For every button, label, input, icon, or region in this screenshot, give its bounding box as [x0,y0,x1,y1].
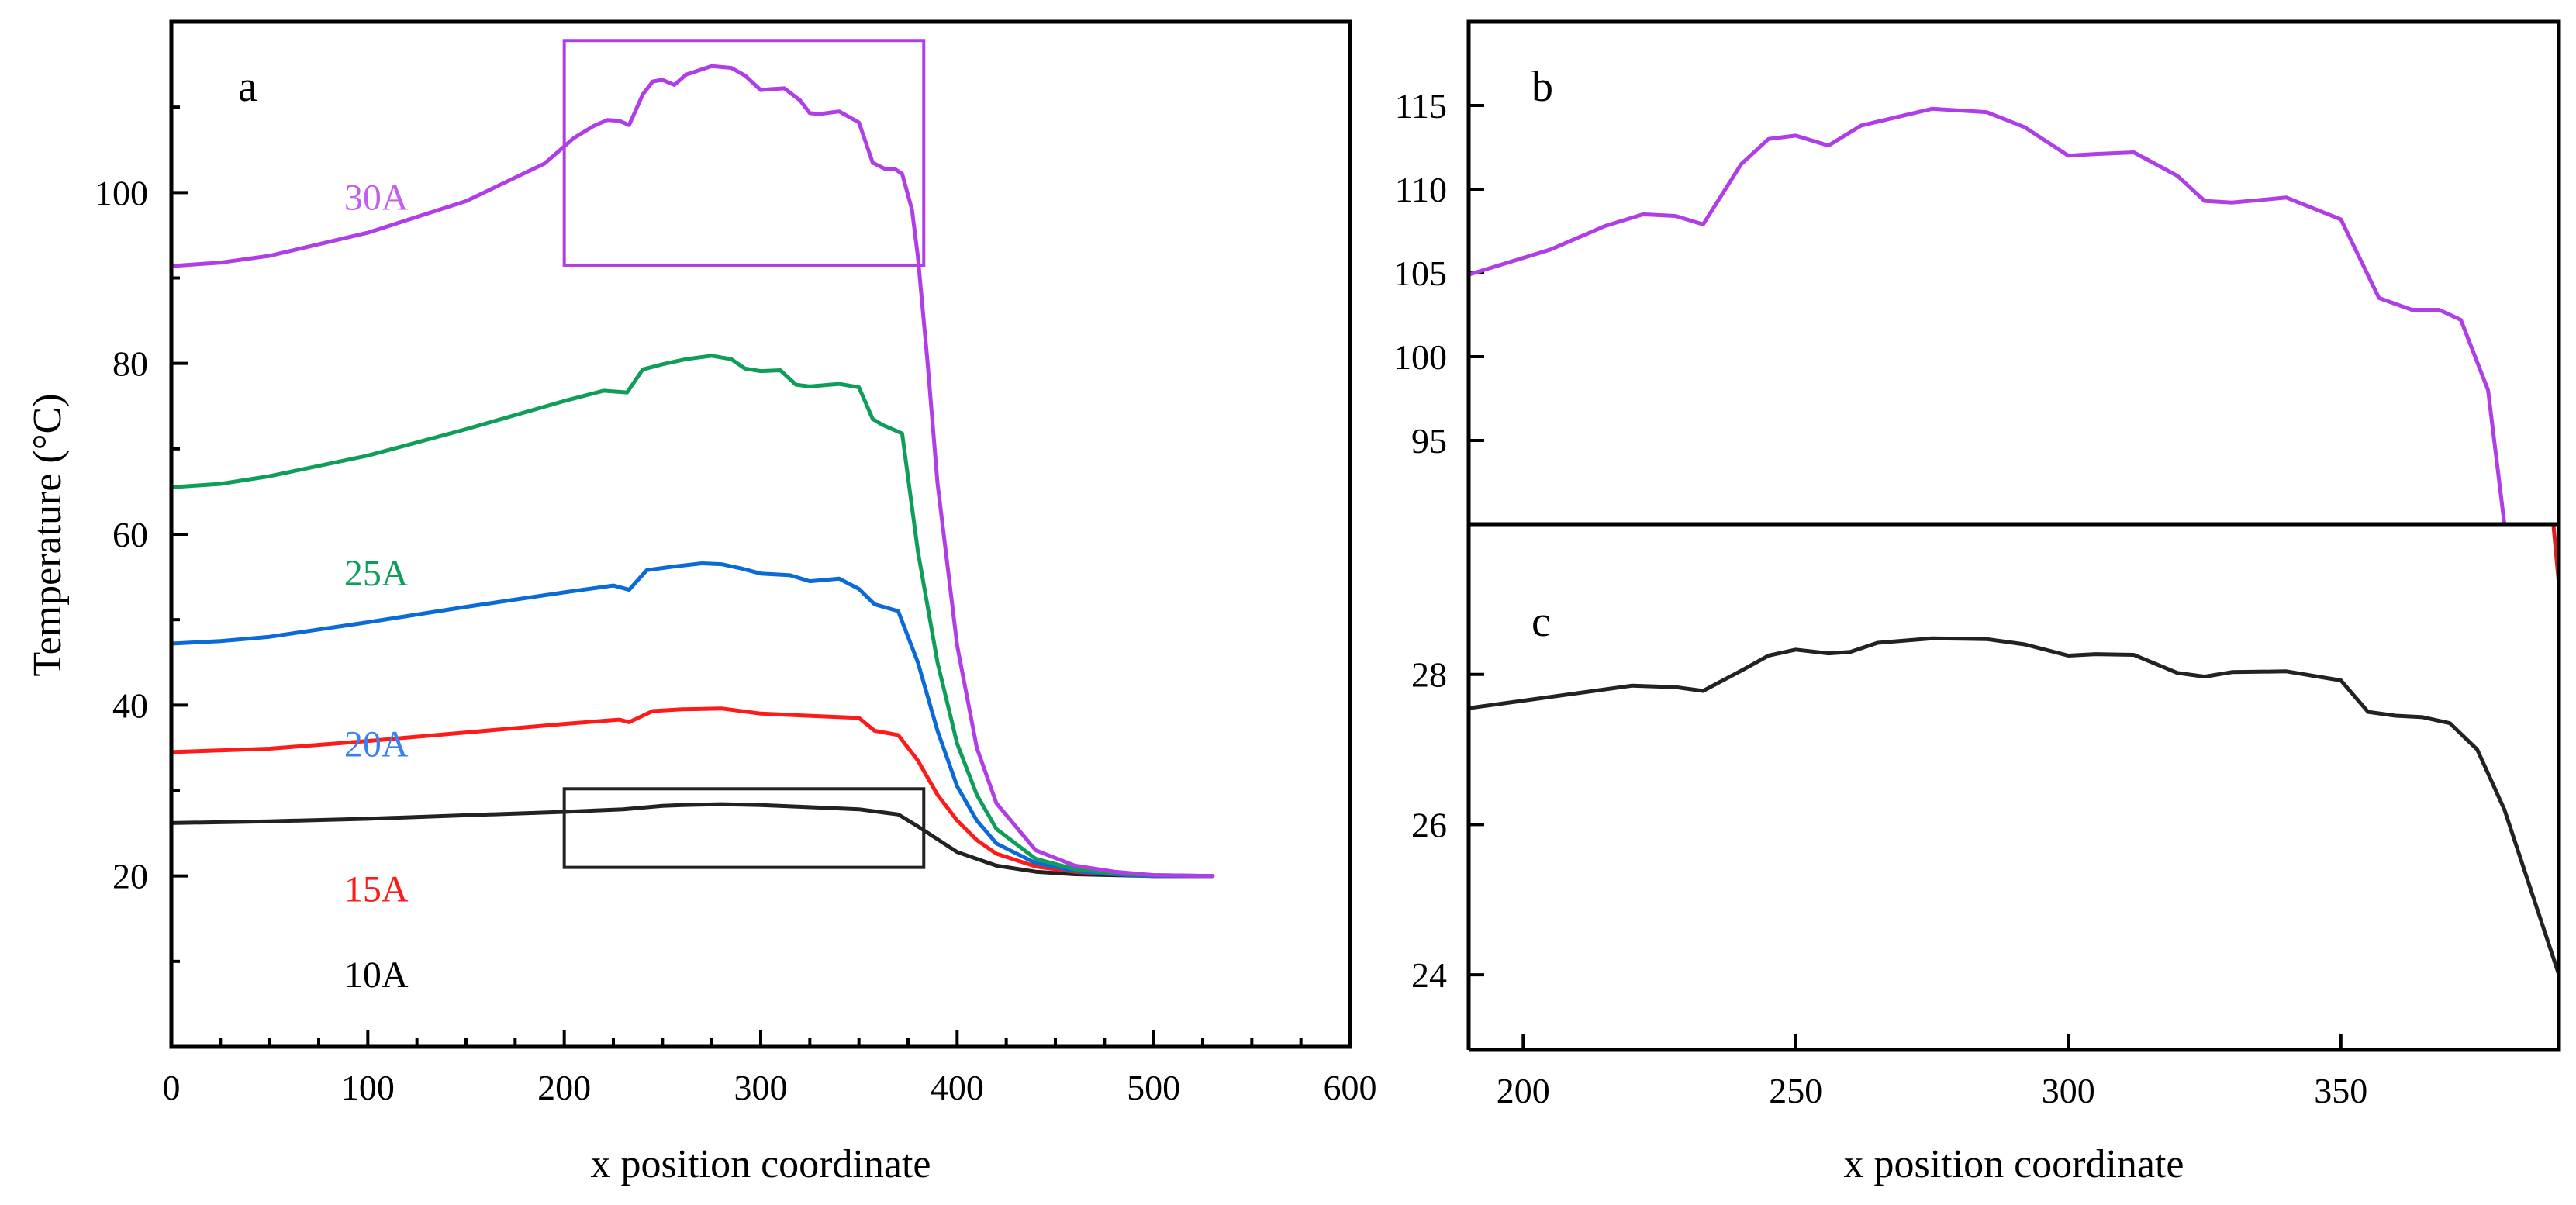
panel-c-xlabel: x position coordinate [1843,1142,2184,1186]
panel-c-ytick-label: 24 [1411,955,1447,995]
panel-a-series-25A [169,354,1215,879]
panel-a-zoom-box-c [562,787,926,869]
panel-a-xtick-label: 0 [163,1068,181,1107]
panel-c: 200 250 300 350 24 26 28 c x position coordina… [1411,524,2561,1186]
panel-c-ytick-label: 26 [1411,805,1447,844]
panel-a-label-30A: 30A [344,177,409,218]
panel-a-label-25A: 25A [344,553,409,594]
panel-c-curves [1466,636,2561,977]
panel-b-frame [1466,19,2561,527]
panel-a-series-20A [169,561,1215,879]
panel-b-ytick-label: 110 [1395,170,1447,209]
panel-c-frame [1466,524,2561,1052]
panel-a-ytick-label: 20 [112,857,148,896]
panel-a-xlabel: x position coordinate [590,1142,931,1186]
panel-b-ticks: 95 100 105 110 115 [1393,86,1484,461]
panel-c-xtick-label: 250 [1769,1071,1822,1110]
panel-a-label-10A: 10A [344,955,409,996]
panel-a-series-labels: 30A 25A 20A 15A 10A [344,177,409,996]
panel-b-ytick-label: 100 [1393,337,1447,377]
panel-a: 0 100 200 300 400 500 600 20 40 60 80 100 30A 25A 20A… [26,19,1377,1186]
panel-c-letter: c [1531,598,1551,646]
panel-b-letter: b [1531,63,1553,111]
panel-a-frame [169,19,1352,1049]
panel-a-xtick-label: 600 [1324,1068,1377,1107]
panel-a-xtick-label: 100 [341,1068,395,1107]
panel-b-ytick-label: 115 [1395,86,1447,126]
panel-a-label-20A: 20A [344,723,409,765]
panel-a-series-30A [169,64,1215,879]
panel-a-ytick-label: 100 [95,173,148,212]
panel-b-series-30A [1466,106,2507,527]
panel-a-xtick-label: 200 [537,1068,591,1107]
panel-c-series-10A [1466,636,2561,977]
panel-a-xtick-label: 300 [734,1068,788,1107]
panel-a-xtick-label: 500 [1127,1068,1180,1107]
panel-a-xtick-label: 400 [931,1068,984,1107]
panel-c-xtick-label: 300 [2042,1071,2095,1110]
panel-a-label-15A: 15A [344,869,409,910]
panel-b-ytick-label: 95 [1411,421,1447,461]
panel-b-ytick-label: 105 [1393,254,1447,293]
panel-a-series-10A [169,802,1215,879]
panel-a-zoom-boxes [562,39,926,869]
panel-a-ylabel: Temperature (°C) [26,393,70,676]
panel-c-ticks: 200 250 300 350 24 26 28 [1411,655,2367,1110]
panel-a-curves [169,64,1215,879]
panel-a-ytick-label: 60 [112,515,148,554]
panel-b-curves [1466,106,2561,587]
panel-a-letter: a [238,63,257,111]
panel-b: 95 100 105 110 115 b [1393,19,2561,587]
panel-a-ytick-label: 80 [112,344,148,384]
panel-c-xtick-label: 350 [2314,1071,2367,1110]
panel-a-ytick-label: 40 [112,685,148,725]
panel-c-xtick-label: 200 [1497,1071,1550,1110]
panel-c-ytick-label: 28 [1411,655,1447,695]
panel-a-zoom-box-b [562,39,926,267]
panel-a-series-15A [169,706,1215,879]
panel-a-ticks: 0 100 200 300 400 500 600 20 40 60 80 100 [95,105,1377,1107]
